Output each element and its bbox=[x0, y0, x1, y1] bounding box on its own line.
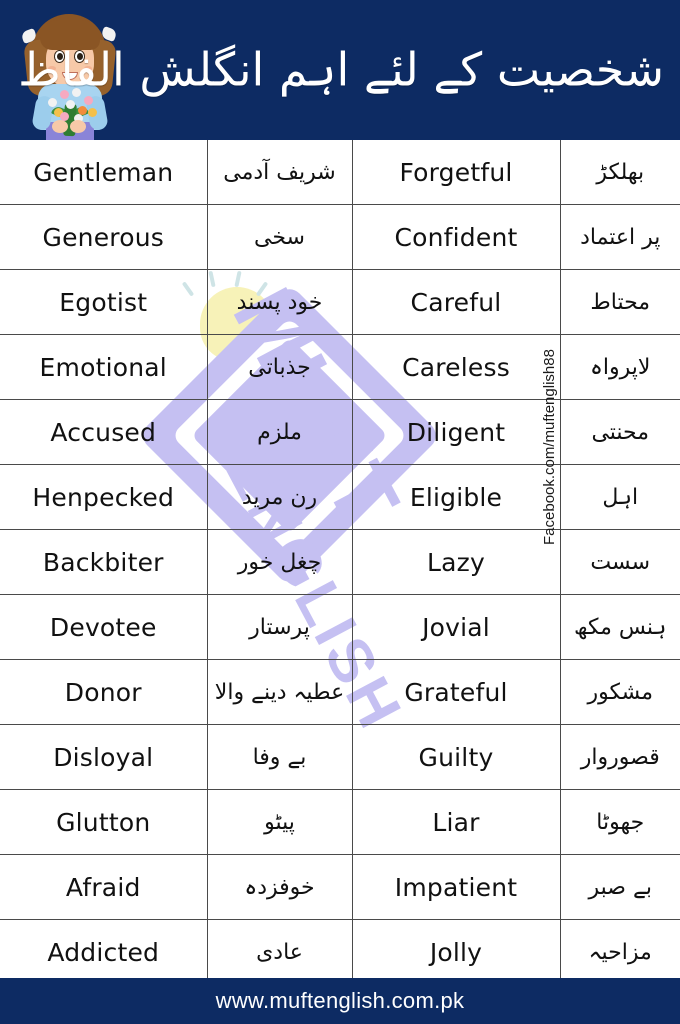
urdu-word-cell: لاپرواہ bbox=[559, 334, 680, 400]
english-word-cell: Eligible bbox=[351, 464, 561, 530]
english-word-cell: Egotist bbox=[0, 269, 208, 335]
table-row: Generous سخی Confident پر اعتماد bbox=[0, 204, 680, 270]
footer-bar: www.muftenglish.com.pk bbox=[0, 978, 680, 1024]
table-row: Emotional جذباتی Careless لاپرواہ bbox=[0, 334, 680, 400]
urdu-word-cell: پیٹو bbox=[206, 789, 353, 855]
flower-bouquet-icon bbox=[44, 86, 98, 123]
table-row: Donor عطیہ دینے والا Grateful مشکور bbox=[0, 659, 680, 725]
english-word-cell: Afraid bbox=[0, 854, 208, 920]
english-word-cell: Careless bbox=[351, 334, 561, 400]
website-url[interactable]: www.muftenglish.com.pk bbox=[215, 988, 465, 1013]
urdu-word-cell: مشکور bbox=[559, 659, 680, 725]
urdu-word-cell: مزاحیہ bbox=[559, 919, 680, 985]
english-word-cell: Guilty bbox=[351, 724, 561, 790]
vocabulary-table-container: Gentleman شریف آدمی Forgetful بھلکڑ Gene… bbox=[0, 140, 680, 985]
english-word-cell: Donor bbox=[0, 659, 208, 725]
english-word-cell: Liar bbox=[351, 789, 561, 855]
english-word-cell: Diligent bbox=[351, 399, 561, 465]
table-row: Gentleman شریف آدمی Forgetful بھلکڑ bbox=[0, 140, 680, 205]
table-row: Devotee پرستار Jovial ہنس مکھ bbox=[0, 594, 680, 660]
english-word-cell: Impatient bbox=[351, 854, 561, 920]
urdu-word-cell: خود پسند bbox=[206, 269, 353, 335]
urdu-word-cell: ہنس مکھ bbox=[559, 594, 680, 660]
english-word-cell: Gentleman bbox=[0, 140, 208, 205]
urdu-word-cell: پرستار bbox=[206, 594, 353, 660]
urdu-word-cell: قصوروار bbox=[559, 724, 680, 790]
header-banner: شخصیت کے لئے اہم انگلش الفاظ bbox=[0, 0, 680, 140]
urdu-word-cell: بھلکڑ bbox=[559, 140, 680, 205]
urdu-word-cell: شریف آدمی bbox=[206, 140, 353, 205]
urdu-word-cell: بے وفا bbox=[206, 724, 353, 790]
english-word-cell: Emotional bbox=[0, 334, 208, 400]
english-word-cell: Careful bbox=[351, 269, 561, 335]
table-row: Henpecked رن مرید Eligible اہل bbox=[0, 464, 680, 530]
english-word-cell: Confident bbox=[351, 204, 561, 270]
urdu-word-cell: بے صبر bbox=[559, 854, 680, 920]
table-row: Addicted عادی Jolly مزاحیہ bbox=[0, 919, 680, 985]
english-word-cell: Forgetful bbox=[351, 140, 561, 205]
urdu-word-cell: عطیہ دینے والا bbox=[206, 659, 353, 725]
english-word-cell: Backbiter bbox=[0, 529, 208, 595]
english-word-cell: Jolly bbox=[351, 919, 561, 985]
urdu-word-cell: رن مرید bbox=[206, 464, 353, 530]
english-word-cell: Generous bbox=[0, 204, 208, 270]
urdu-word-cell: محنتی bbox=[559, 399, 680, 465]
english-word-cell: Grateful bbox=[351, 659, 561, 725]
urdu-word-cell: سست bbox=[559, 529, 680, 595]
english-word-cell: Addicted bbox=[0, 919, 208, 985]
girl-with-flowers-illustration bbox=[8, 4, 128, 140]
table-row: Accused ملزم Diligent محنتی bbox=[0, 399, 680, 465]
urdu-word-cell: عادی bbox=[206, 919, 353, 985]
facebook-credit: Facebook.com/muftenglish88 bbox=[541, 349, 558, 545]
english-word-cell: Accused bbox=[0, 399, 208, 465]
table-row: Backbiter چغل خور Lazy سست bbox=[0, 529, 680, 595]
english-word-cell: Jovial bbox=[351, 594, 561, 660]
page-title: شخصیت کے لئے اہم انگلش الفاظ bbox=[18, 42, 664, 97]
vocabulary-table-body: Gentleman شریف آدمی Forgetful بھلکڑ Gene… bbox=[0, 140, 680, 985]
urdu-word-cell: ملزم bbox=[206, 399, 353, 465]
english-word-cell: Henpecked bbox=[0, 464, 208, 530]
urdu-word-cell: جذباتی bbox=[206, 334, 353, 400]
urdu-word-cell: سخی bbox=[206, 204, 353, 270]
urdu-word-cell: جھوٹا bbox=[559, 789, 680, 855]
vocabulary-table: Gentleman شریف آدمی Forgetful بھلکڑ Gene… bbox=[0, 140, 680, 985]
urdu-word-cell: اہل bbox=[559, 464, 680, 530]
table-row: Disloyal بے وفا Guilty قصوروار bbox=[0, 724, 680, 790]
english-word-cell: Glutton bbox=[0, 789, 208, 855]
urdu-word-cell: خوفزدہ bbox=[206, 854, 353, 920]
urdu-word-cell: چغل خور bbox=[206, 529, 353, 595]
english-word-cell: Lazy bbox=[351, 529, 561, 595]
urdu-word-cell: پر اعتماد bbox=[559, 204, 680, 270]
urdu-word-cell: محتاط bbox=[559, 269, 680, 335]
english-word-cell: Devotee bbox=[0, 594, 208, 660]
table-row: Afraid خوفزدہ Impatient بے صبر bbox=[0, 854, 680, 920]
english-word-cell: Disloyal bbox=[0, 724, 208, 790]
table-row: Glutton پیٹو Liar جھوٹا bbox=[0, 789, 680, 855]
table-row: Egotist خود پسند Careful محتاط bbox=[0, 269, 680, 335]
